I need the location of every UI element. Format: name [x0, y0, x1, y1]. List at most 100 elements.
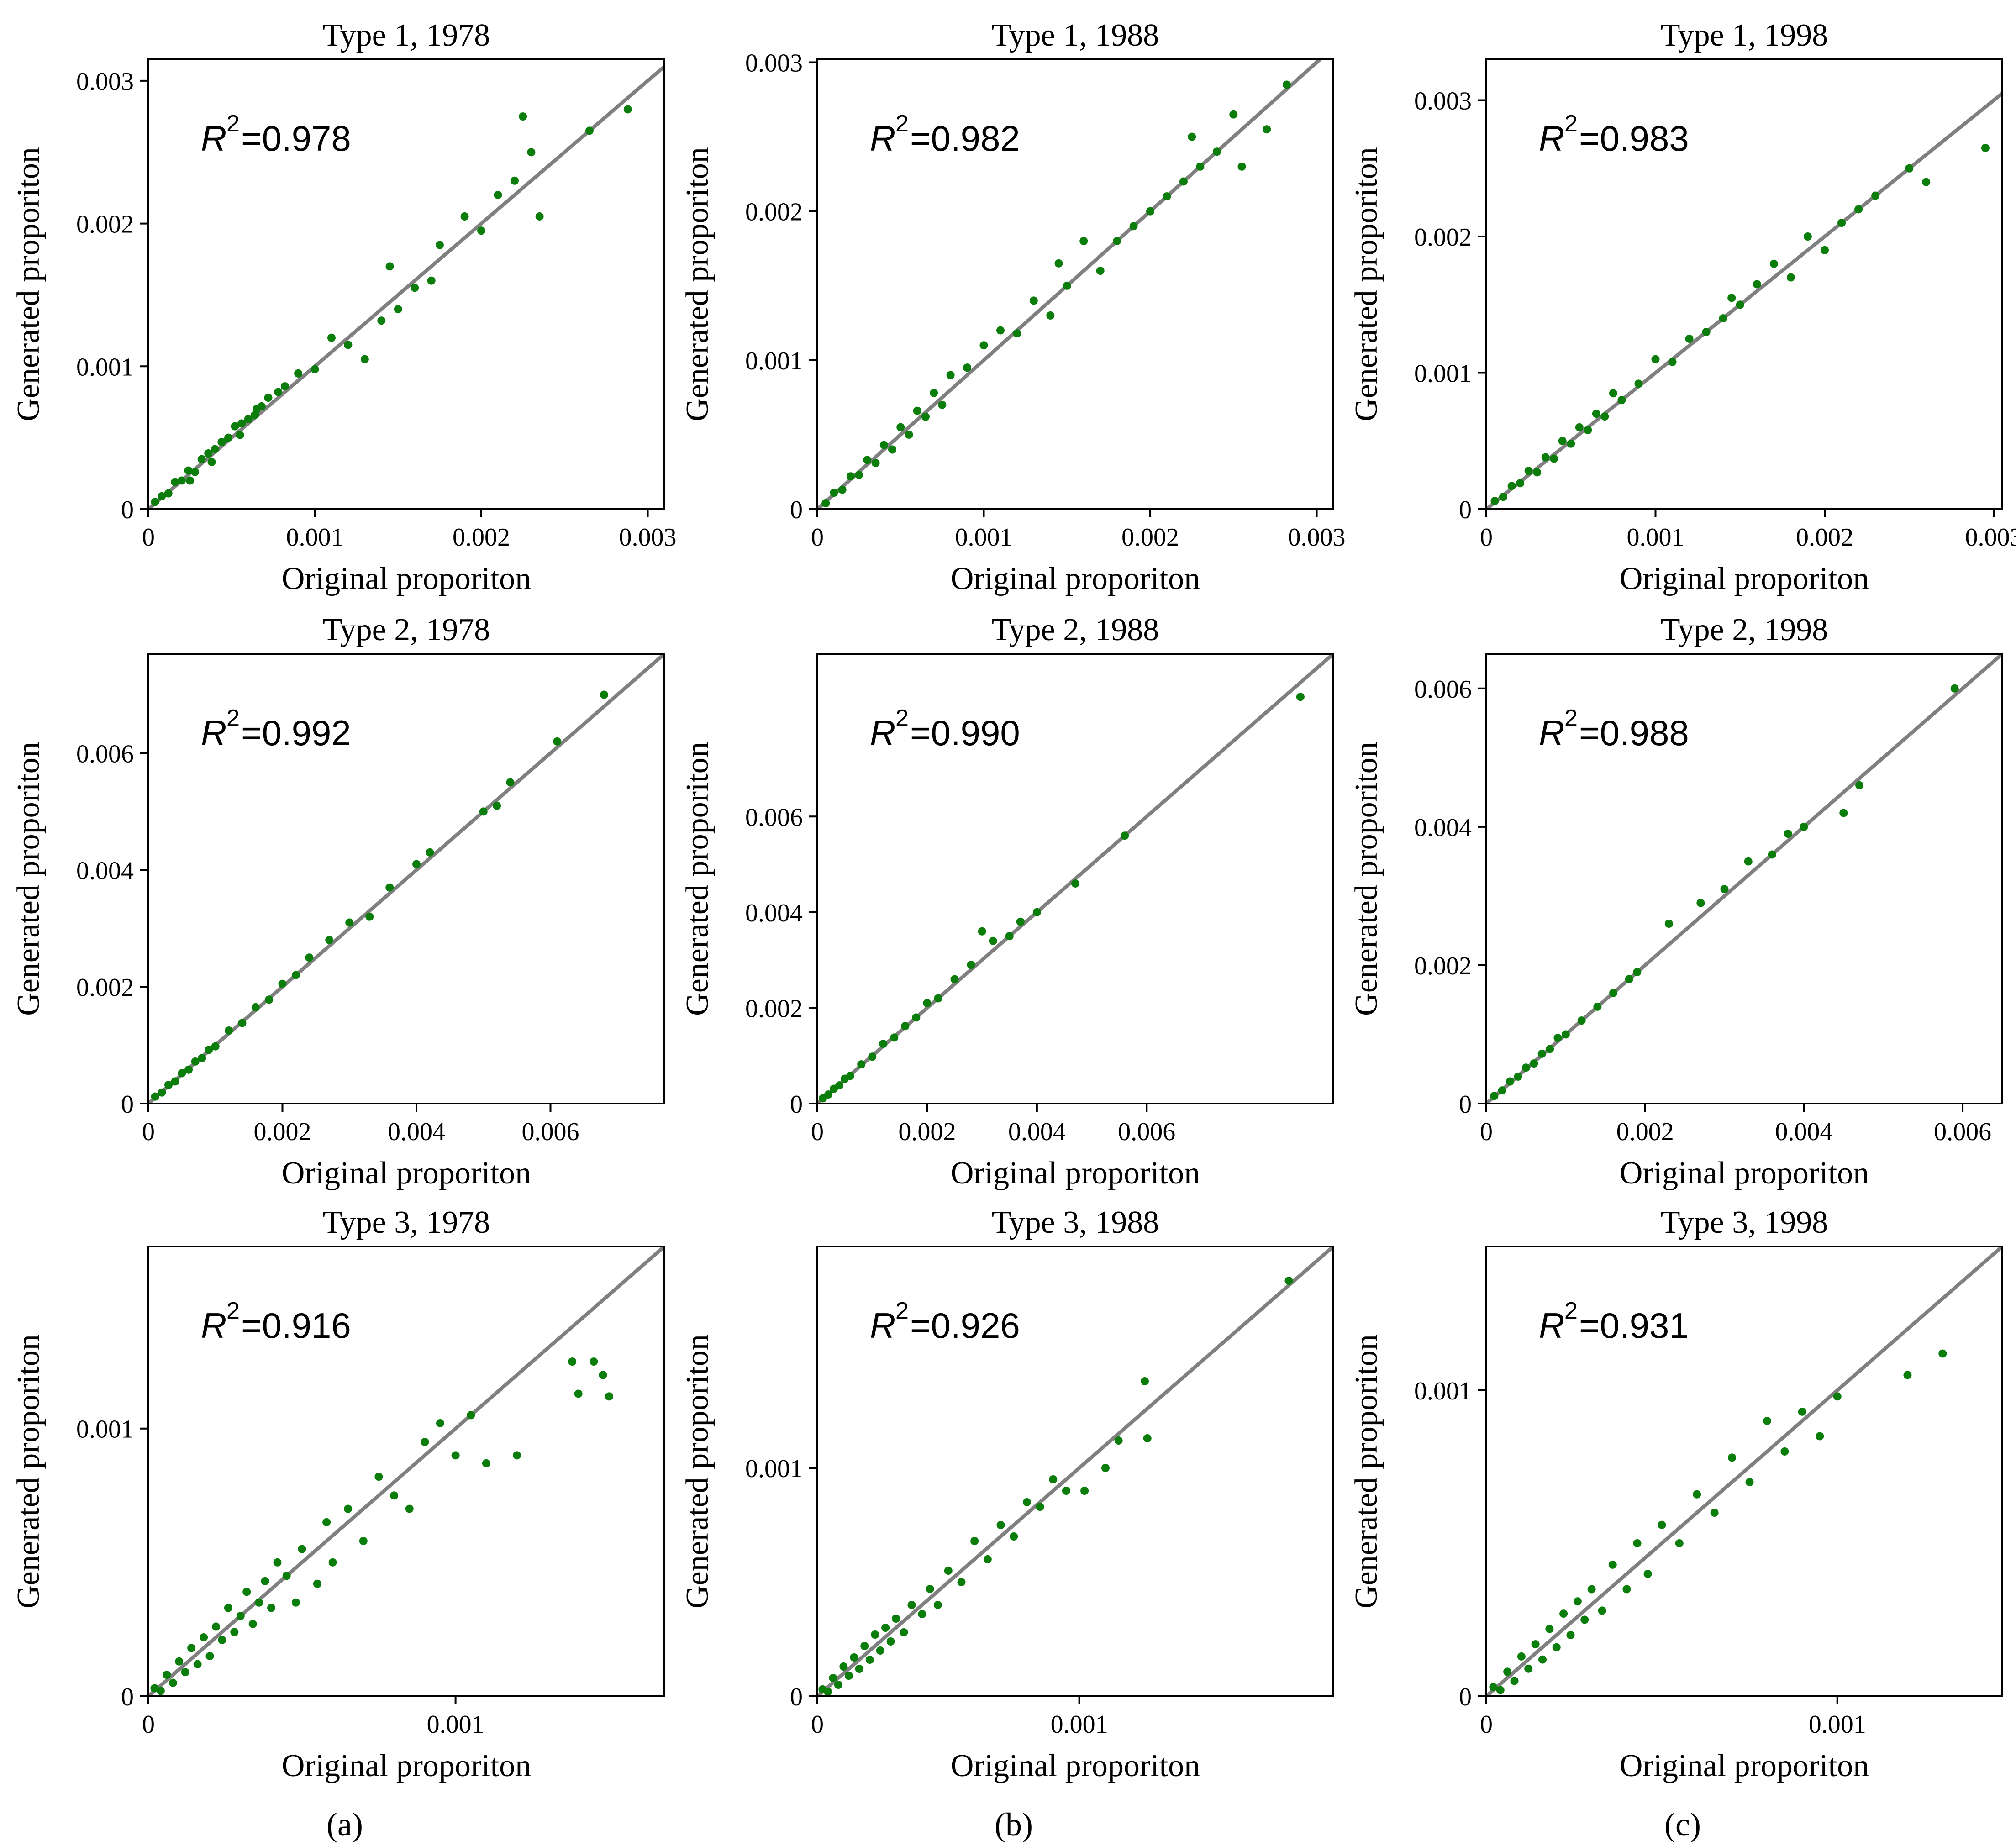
- x-tick-label: 0.001: [1051, 1710, 1108, 1739]
- data-points: [1490, 144, 1990, 505]
- data-point: [1531, 1640, 1540, 1649]
- data-point: [1503, 1667, 1512, 1676]
- data-point: [171, 478, 179, 486]
- x-tick-label: 0.001: [427, 1710, 484, 1739]
- data-point: [600, 690, 608, 699]
- data-point: [1524, 467, 1533, 475]
- y-axis-label: Generated proporiton: [1349, 147, 1384, 421]
- data-point: [1559, 1609, 1568, 1618]
- data-point: [834, 1681, 842, 1689]
- r2-superscript: 2: [1564, 110, 1578, 137]
- data-point: [252, 405, 261, 414]
- data-point: [1950, 684, 1959, 693]
- r2-letter: R: [1539, 118, 1564, 158]
- data-point: [1633, 1539, 1642, 1547]
- x-axis-label: Original proporiton: [1620, 1156, 1869, 1191]
- data-point: [217, 438, 226, 447]
- data-point: [857, 1060, 866, 1069]
- data-point: [1577, 1016, 1586, 1025]
- data-point: [1710, 1508, 1719, 1517]
- data-points: [151, 105, 632, 506]
- x-tick-label: 0.004: [1775, 1118, 1832, 1146]
- data-point: [482, 1459, 490, 1467]
- panel-9: Type 3, 1998 0 0.001 0 0.001 Original propori…: [1349, 1205, 2003, 1783]
- panel-title: Type 3, 1988: [992, 1205, 1159, 1240]
- data-point: [164, 489, 173, 498]
- data-point: [177, 476, 186, 485]
- data-point: [1839, 809, 1848, 817]
- data-point: [187, 1644, 196, 1652]
- data-point: [184, 466, 193, 475]
- x-tick-label: 0: [811, 523, 824, 552]
- data-point: [921, 412, 930, 421]
- panel-5: Type 2, 1988 0 0.002 0.004 0.006 0 0.002 0.004 0…: [680, 612, 1334, 1191]
- plot-frame: [147, 58, 665, 510]
- data-point: [1516, 479, 1525, 488]
- y-tick-label: 0.004: [76, 857, 134, 885]
- data-point: [325, 936, 334, 944]
- plot-frame: [147, 653, 665, 1104]
- data-point: [821, 499, 830, 507]
- data-point: [1282, 80, 1291, 89]
- data-point: [513, 1451, 521, 1460]
- x-tick-label: 0: [1480, 523, 1493, 552]
- data-point: [510, 176, 519, 185]
- panel-6: Type 2, 1998 0 0.002 0.004 0.006 0 0.002 0.004 0…: [1349, 612, 2003, 1191]
- data-point: [1693, 1490, 1701, 1499]
- data-point: [1010, 1532, 1018, 1541]
- data-point: [1237, 162, 1246, 171]
- data-point: [1049, 1475, 1058, 1483]
- data-point: [863, 456, 872, 464]
- data-point: [938, 400, 947, 409]
- y-axis-label: Generated proporiton: [1349, 1334, 1384, 1609]
- data-point: [451, 1451, 460, 1460]
- data-point: [151, 498, 159, 506]
- plot-frame: [147, 1246, 665, 1697]
- data-point: [888, 445, 897, 454]
- data-point: [298, 1545, 306, 1553]
- data-point: [1903, 1371, 1912, 1379]
- identity-line: [817, 59, 1323, 509]
- data-point: [978, 927, 986, 936]
- data-point: [1658, 1520, 1666, 1529]
- r2-superscript: 2: [1564, 705, 1578, 731]
- data-point: [1780, 1447, 1789, 1456]
- x-axis-label: Original proporiton: [282, 561, 531, 596]
- y-tick-label: 0: [790, 1683, 803, 1711]
- data-point: [876, 1646, 884, 1655]
- x-tick-label: 0.002: [453, 523, 510, 552]
- panel-title: Type 3, 1978: [323, 1205, 490, 1240]
- data-point: [1080, 1487, 1089, 1495]
- data-point: [1141, 1377, 1149, 1385]
- data-point: [360, 355, 369, 363]
- data-point: [1784, 830, 1792, 838]
- data-point: [1538, 1655, 1547, 1664]
- data-point: [1550, 454, 1558, 463]
- data-point: [1032, 908, 1041, 916]
- data-point: [426, 848, 434, 857]
- data-point: [1036, 1503, 1044, 1511]
- data-point: [1496, 1686, 1505, 1694]
- column-label: (b): [995, 1806, 1033, 1843]
- data-point: [211, 1042, 220, 1051]
- x-axis-label: Original proporiton: [282, 1156, 531, 1191]
- data-point: [186, 476, 195, 485]
- data-point: [1753, 280, 1761, 289]
- data-point: [311, 365, 319, 373]
- data-point: [970, 1537, 979, 1545]
- data-point: [1537, 1049, 1546, 1058]
- data-point: [1212, 147, 1221, 156]
- data-point: [838, 485, 847, 494]
- data-point: [211, 445, 219, 453]
- data-points: [151, 690, 608, 1101]
- x-axis-label: Original proporiton: [951, 561, 1200, 596]
- data-point: [1096, 267, 1105, 275]
- x-tick-label: 0: [142, 523, 155, 552]
- data-point: [850, 1653, 858, 1662]
- data-point: [265, 995, 274, 1004]
- data-point: [950, 975, 959, 983]
- x-axis-label: Original proporiton: [1620, 561, 1869, 596]
- data-point: [193, 1660, 202, 1668]
- data-point: [923, 999, 932, 1007]
- data-point: [1229, 110, 1238, 119]
